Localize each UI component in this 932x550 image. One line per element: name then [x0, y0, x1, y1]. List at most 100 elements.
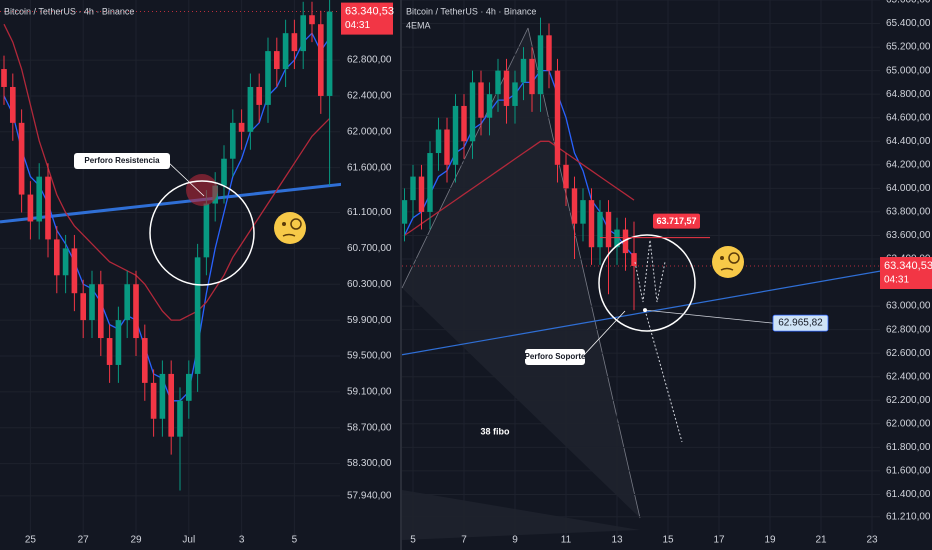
- candle-body: [9, 86, 16, 123]
- candle-body: [185, 373, 192, 401]
- candle-body: [282, 33, 289, 70]
- level-label: 63.717,57: [656, 216, 696, 226]
- candle-body: [53, 239, 60, 276]
- candle-body: [1, 69, 7, 87]
- y-tick-label: 61.210,00: [886, 511, 931, 522]
- candle-body: [614, 229, 620, 248]
- candle-body: [159, 373, 166, 419]
- x-tick-label: 23: [866, 535, 878, 546]
- y-tick-label: 64.800,00: [886, 89, 931, 100]
- last-price-box: [880, 256, 932, 289]
- candle-body: [89, 284, 95, 321]
- y-tick-label: 62.000,00: [886, 418, 931, 429]
- candle-body: [631, 253, 637, 266]
- emoji: [712, 246, 744, 278]
- x-tick-label: 17: [713, 535, 725, 546]
- candle-body: [452, 105, 459, 165]
- candle-body: [580, 200, 586, 224]
- candle-body: [45, 176, 51, 240]
- annotation: Perforo Resistencia: [84, 156, 160, 165]
- candle-body: [97, 284, 104, 339]
- candle-body: [124, 284, 131, 321]
- x-tick-label: 5: [410, 535, 416, 546]
- circle-marker: [149, 180, 255, 286]
- x-tick-label: 3: [239, 535, 245, 546]
- candle-body: [168, 373, 175, 437]
- callout-line: [167, 161, 205, 197]
- y-tick-label: 61.600,00: [886, 466, 931, 477]
- candle-body: [309, 15, 315, 25]
- candle-body: [106, 338, 113, 365]
- candle-body: [256, 86, 263, 105]
- candle-body: [238, 122, 245, 132]
- candle-body: [537, 35, 544, 95]
- trendline: [402, 270, 880, 356]
- candle-body: [221, 158, 227, 186]
- candle-body: [563, 164, 569, 189]
- y-tick-label: 61.800,00: [886, 442, 931, 453]
- header: Bitcoin / TetherUS · 4h · Binance: [4, 6, 134, 16]
- candle-body: [461, 105, 467, 142]
- candle-body: [177, 400, 183, 437]
- candle-body: [150, 382, 157, 419]
- x-tick-label: 19: [764, 535, 776, 546]
- indicator-line: [403, 69, 635, 258]
- overlay: Bitcoin / TetherUS · 4h · Binance Bitcoi…: [4, 6, 829, 443]
- candle-body: [427, 153, 433, 212]
- highlight-dot: [186, 174, 218, 206]
- candle-body: [265, 51, 271, 105]
- candle-body: [605, 211, 612, 248]
- candle-body: [503, 70, 510, 106]
- callout-box: [525, 349, 585, 365]
- countdown: 04:31: [345, 20, 370, 31]
- candle-body: [247, 86, 254, 132]
- level-point: [643, 308, 647, 313]
- y-tick-label: 62.400,00: [347, 91, 392, 102]
- y-tick-label: 61.400,00: [886, 489, 931, 500]
- indicator-line: [3, 23, 331, 321]
- level-line: [644, 309, 774, 324]
- y-tick-label: 62.800,00: [347, 55, 392, 66]
- y-tick-label: 58.700,00: [347, 422, 392, 433]
- candle-body: [469, 82, 476, 142]
- legend-entry: 4EMA: [406, 20, 431, 30]
- left-plot: [0, 0, 341, 538]
- x-tick-label: 15: [662, 535, 674, 546]
- candle-body: [512, 82, 518, 106]
- y-tick-label: 57.940,00: [347, 490, 392, 501]
- callout-line: [583, 310, 626, 356]
- candle-body: [520, 58, 527, 83]
- y-tick-label: 64.000,00: [886, 183, 931, 194]
- candle-body: [478, 82, 484, 118]
- last-price-label: 63.340,53: [345, 6, 394, 18]
- candle-body: [273, 51, 280, 70]
- candle-body: [495, 70, 501, 95]
- x-tick-label: 7: [461, 535, 467, 546]
- candle-body: [554, 70, 561, 165]
- annotation: Perforo Soporte: [525, 352, 586, 361]
- candle-body: [36, 176, 43, 222]
- candle-body: [194, 257, 201, 374]
- countdown: 04:31: [884, 275, 909, 286]
- right-plot: [402, 0, 880, 538]
- candle-body: [435, 129, 442, 154]
- x-tick-label: 5: [292, 535, 298, 546]
- y-tick-label: 59.100,00: [347, 386, 392, 397]
- candle-body: [300, 15, 307, 52]
- y-tick-label: 64.600,00: [886, 112, 931, 123]
- candle-body: [588, 200, 595, 248]
- candle-body: [229, 122, 236, 159]
- candle-body: [80, 293, 87, 321]
- candle-body: [546, 35, 552, 71]
- x-tick-label: Jul: [182, 535, 195, 546]
- y-tick-label: 64.200,00: [886, 159, 931, 170]
- y-tick-label: 65.600,00: [886, 0, 931, 6]
- last-price-box: [341, 2, 393, 35]
- candle-body: [115, 320, 122, 365]
- y-tick-label: 59.500,00: [347, 351, 392, 362]
- y-tick-label: 63.600,00: [886, 230, 931, 241]
- candle-body: [18, 122, 25, 195]
- indicator-line: [404, 140, 635, 236]
- candle-body: [141, 338, 148, 383]
